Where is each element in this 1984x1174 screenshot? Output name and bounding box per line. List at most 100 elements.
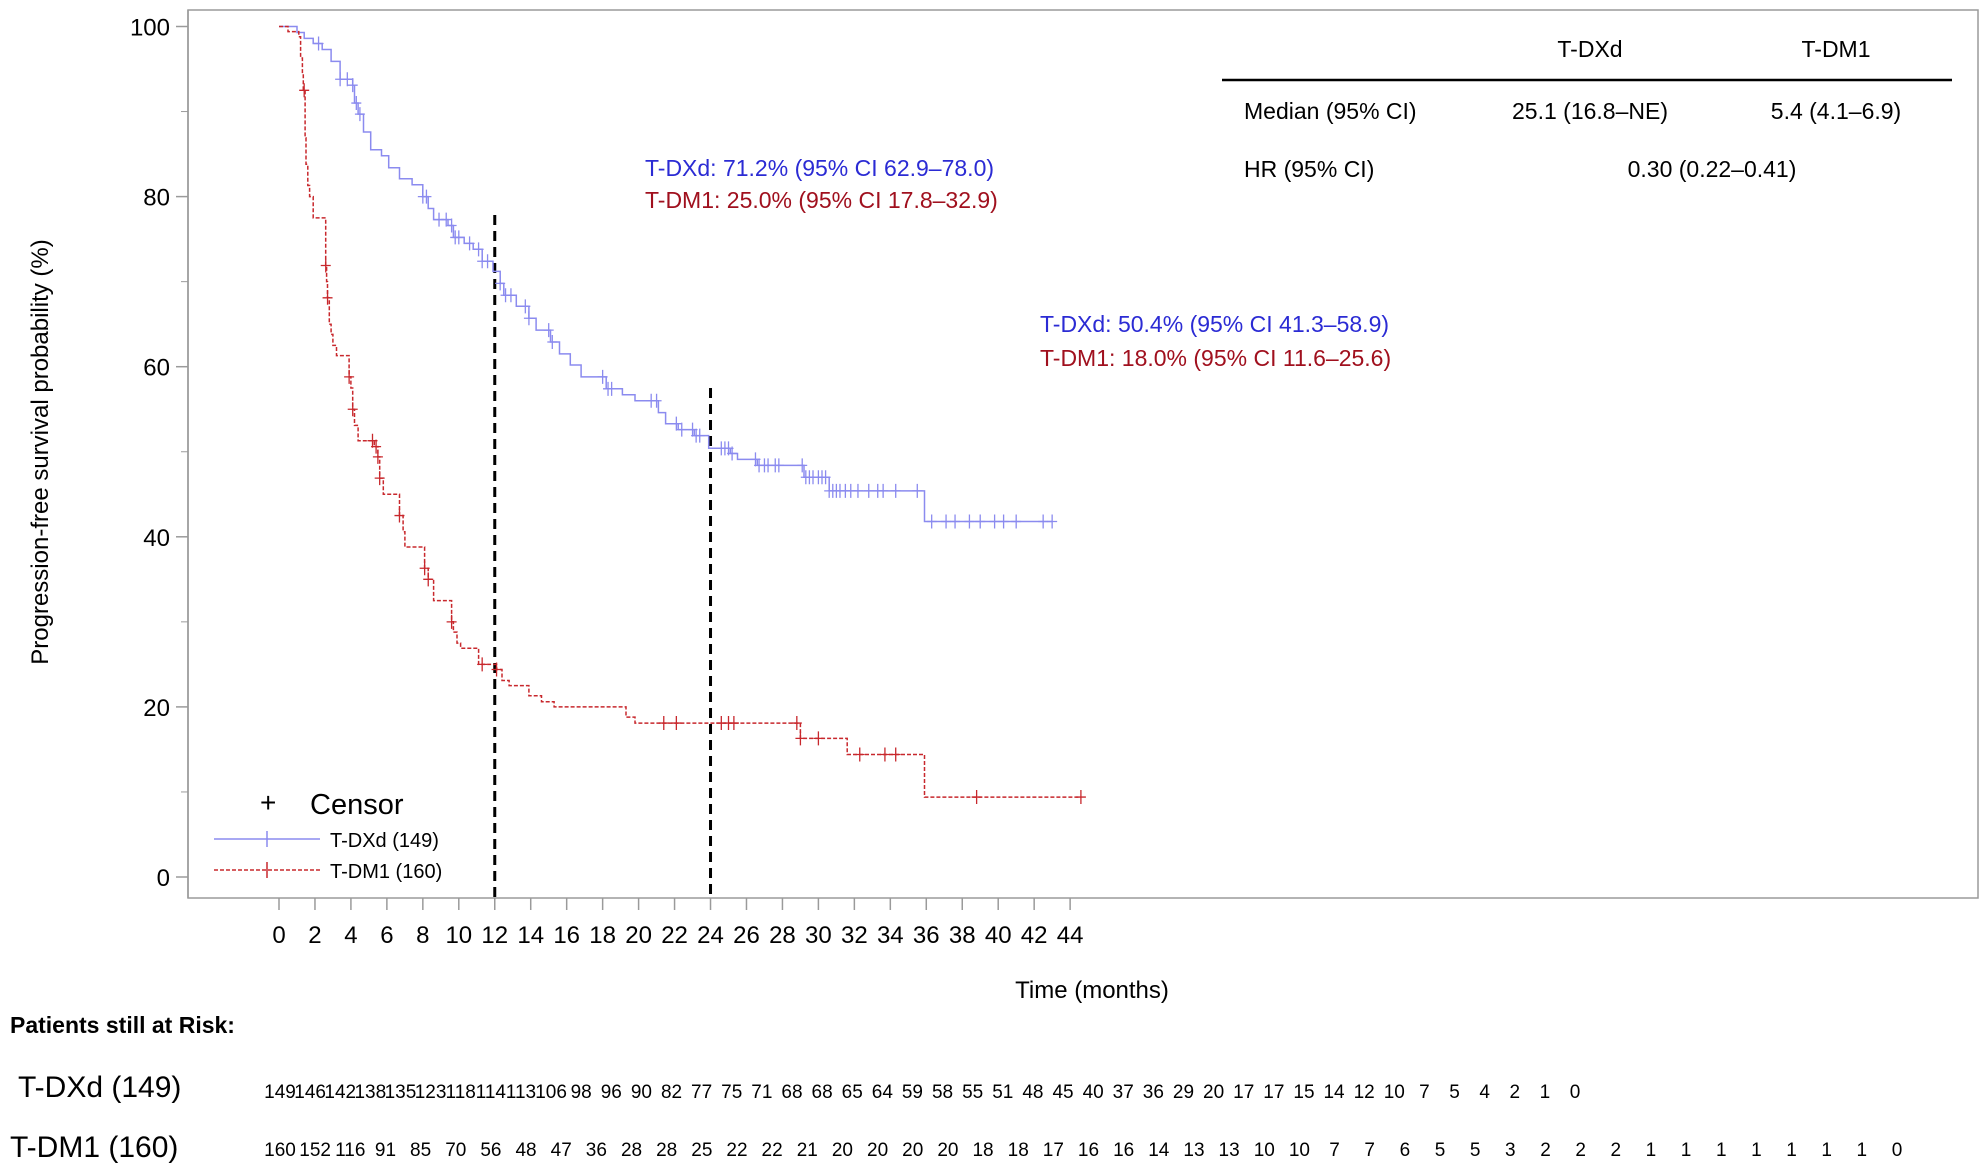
censor-mark-tdm1 (890, 747, 901, 762)
x-tick-label: 12 (481, 922, 508, 949)
x-tick-label: 14 (517, 922, 544, 949)
censor-mark-tdxd (453, 230, 464, 245)
annotation-tdm1-12m: T-DM1: 25.0% (95% CI 17.8–32.9) (645, 187, 998, 213)
summary-row-median-tdm1: 5.4 (4.1–6.9) (1771, 98, 1901, 124)
x-axis-ticks: 0 2 4 6 8 10 12 14 16 18 20 22 24 26 28 30 32 34 36 38 40 42 4… (272, 898, 1083, 949)
censor-mark-tdxd (941, 514, 952, 529)
censor-mark-tdxd (351, 96, 362, 111)
risk-count-tdxd: 118 (446, 1082, 476, 1103)
risk-count-tdm1: 48 (515, 1140, 536, 1161)
censor-mark-tdxd (820, 470, 831, 485)
censor-mark-tdxd (347, 78, 358, 93)
risk-count-tdm1: 21 (797, 1140, 818, 1161)
legend: + Censor T-DXd (149) T-DM1 (160) (214, 787, 442, 883)
risk-count-tdxd: 149 (264, 1082, 296, 1103)
y-axis-label: Progression-free survival probability (%… (27, 239, 54, 664)
risk-count-tdm1: 7 (1364, 1140, 1375, 1161)
risk-count-tdm1: 152 (299, 1140, 331, 1161)
risk-count-tdxd: 45 (1052, 1082, 1073, 1103)
risk-count-tdm1: 2 (1575, 1140, 1586, 1161)
risk-count-tdxd: 59 (902, 1082, 923, 1103)
risk-count-tdxd: 29 (1173, 1082, 1194, 1103)
y-tick-label: 100 (130, 15, 170, 42)
censor-mark-tdm1 (854, 747, 865, 762)
risk-count-tdm1: 7 (1329, 1140, 1340, 1161)
risk-count-tdm1: 1 (1786, 1140, 1797, 1161)
series-line-tdxd (279, 25, 1053, 523)
censor-mark-tdxd (727, 446, 738, 461)
censor-mark-tdxd (1011, 514, 1022, 529)
legend-tdxd-label: T-DXd (149) (330, 830, 439, 852)
risk-count-tdxd: 65 (842, 1082, 863, 1103)
censor-mark-tdxd (482, 254, 493, 269)
risk-count-tdm1: 1 (1681, 1140, 1692, 1161)
censor-mark-tdm1 (671, 716, 682, 731)
censor-mark-tdxd (313, 36, 324, 51)
risk-count-tdxd: 10 (1384, 1082, 1405, 1103)
risk-count-tdm1: 0 (1892, 1140, 1903, 1161)
risk-count-tdm1: 10 (1254, 1140, 1275, 1161)
legend-censor-symbol: + (260, 787, 276, 818)
risk-count-tdxd: 37 (1113, 1082, 1134, 1103)
risk-count-tdxd: 98 (571, 1082, 592, 1103)
risk-count-tdm1: 1 (1821, 1140, 1832, 1161)
x-tick-label: 38 (949, 922, 976, 949)
censor-mark-tdm1 (419, 561, 430, 576)
risk-count-tdm1: 2 (1540, 1140, 1551, 1161)
risk-count-tdxd: 64 (872, 1082, 894, 1103)
y-tick-label: 80 (143, 185, 170, 212)
risk-count-tdxd: 138 (354, 1082, 386, 1103)
risk-count-tdxd: 36 (1143, 1082, 1164, 1103)
censor-mark-tdm1 (728, 716, 739, 731)
legend-tdm1-label: T-DM1 (160) (330, 861, 442, 883)
censor-mark-tdxd (694, 428, 705, 443)
censor-mark-tdm1 (658, 716, 669, 731)
y-tick-label: 60 (143, 355, 170, 382)
censor-mark-tdxd (1038, 514, 1049, 529)
summary-row-hr-label: HR (95% CI) (1244, 156, 1374, 182)
risk-count-tdxd: 1 (1540, 1082, 1551, 1103)
censor-mark-tdxd (505, 288, 516, 303)
risk-count-tdxd: 106 (535, 1082, 567, 1103)
x-tick-label: 34 (877, 922, 904, 949)
risk-count-tdxd: 12 (1354, 1082, 1375, 1103)
risk-count-tdxd: 68 (781, 1082, 802, 1103)
risk-count-tdm1: 18 (1008, 1140, 1029, 1161)
risk-count-tdxd: 17 (1263, 1082, 1284, 1103)
risk-count-tdm1: 70 (445, 1140, 466, 1161)
x-tick-label: 28 (769, 922, 796, 949)
y-tick-label: 20 (143, 695, 170, 722)
risk-count-tdm1: 18 (972, 1140, 993, 1161)
risk-count-tdxd: 82 (661, 1082, 682, 1103)
censor-mark-tdxd (1047, 514, 1058, 529)
y-tick-label: 0 (157, 865, 170, 892)
risk-count-tdxd: 113 (506, 1082, 536, 1103)
censor-mark-tdxd (421, 189, 432, 204)
censor-mark-tdxd (523, 311, 534, 326)
x-tick-label: 24 (697, 922, 724, 949)
censor-mark-tdxd (989, 514, 1000, 529)
y-tick-label: 40 (143, 525, 170, 552)
risk-count-tdxd: 15 (1293, 1082, 1314, 1103)
censor-mark-tdm1 (371, 439, 382, 454)
risk-count-tdxd: 4 (1479, 1082, 1490, 1103)
censor-mark-tdxd (998, 514, 1009, 529)
censor-mark-tdxd (651, 393, 662, 408)
risk-count-tdm1: 85 (410, 1140, 431, 1161)
risk-count-tdxd: 96 (601, 1082, 622, 1103)
censor-mark-tdxd (863, 483, 874, 498)
risk-count-tdxd: 5 (1449, 1082, 1460, 1103)
risk-count-tdxd: 142 (324, 1082, 356, 1103)
censor-mark-tdxd (547, 335, 558, 350)
censor-mark-tdxd (597, 369, 608, 384)
risk-count-tdxd: 68 (812, 1082, 833, 1103)
risk-count-tdm1: 2 (1610, 1140, 1621, 1161)
risk-count-tdm1: 20 (902, 1140, 923, 1161)
risk-row-label-tdm1: T-DM1 (160) (10, 1131, 179, 1164)
censor-mark-tdm1 (813, 731, 824, 746)
risk-count-tdxd: 75 (721, 1082, 742, 1103)
summary-row-median-label: Median (95% CI) (1244, 98, 1417, 124)
summary-table: T-DXd T-DM1 Median (95% CI) 25.1 (16.8–N… (1222, 36, 1952, 182)
censor-mark-tdxd (926, 514, 937, 529)
